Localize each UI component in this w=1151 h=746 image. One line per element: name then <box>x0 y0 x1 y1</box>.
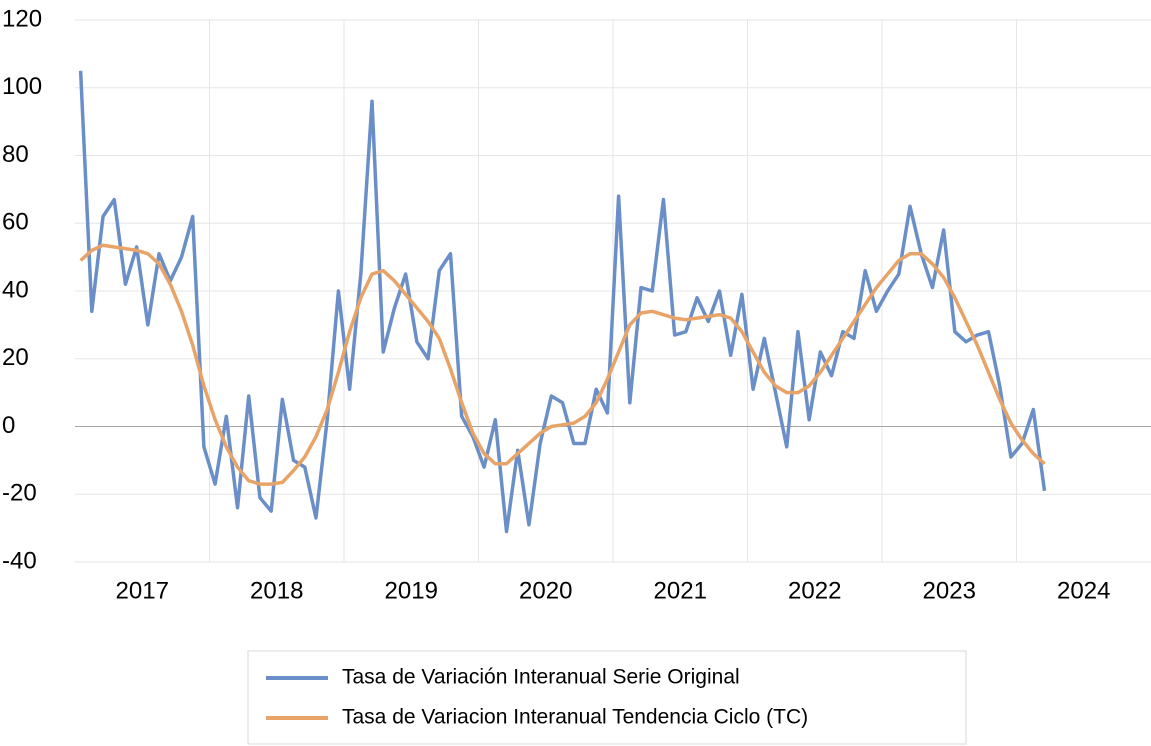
x-tick-label: 2019 <box>385 577 438 604</box>
y-tick-label: -40 <box>2 547 37 574</box>
y-tick-label: -20 <box>2 480 37 507</box>
line-series <box>79 243 1046 486</box>
x-tick-label: 2021 <box>654 577 707 604</box>
y-tick-label: 20 <box>2 344 29 371</box>
legend-label: Tasa de Variación Interanual Serie Origi… <box>342 666 740 689</box>
y-tick-label: 40 <box>2 276 29 303</box>
y-tick-label: 80 <box>2 141 29 168</box>
y-tick-label: 100 <box>2 73 42 100</box>
y-tick-label: 0 <box>2 412 15 439</box>
legend-label: Tasa de Variacion Interanual Tendencia C… <box>342 706 808 729</box>
y-tick-label: 60 <box>2 209 29 236</box>
y-tick-label: 120 <box>2 5 42 32</box>
x-tick-label: 2020 <box>519 577 572 604</box>
x-tick-label: 2018 <box>250 577 303 604</box>
x-tick-label: 2017 <box>116 577 169 604</box>
x-tick-label: 2023 <box>923 577 976 604</box>
legend-box <box>247 650 967 745</box>
x-tick-label: 2024 <box>1057 577 1110 604</box>
x-tick-label: 2022 <box>788 577 841 604</box>
line-series <box>78 70 1047 534</box>
